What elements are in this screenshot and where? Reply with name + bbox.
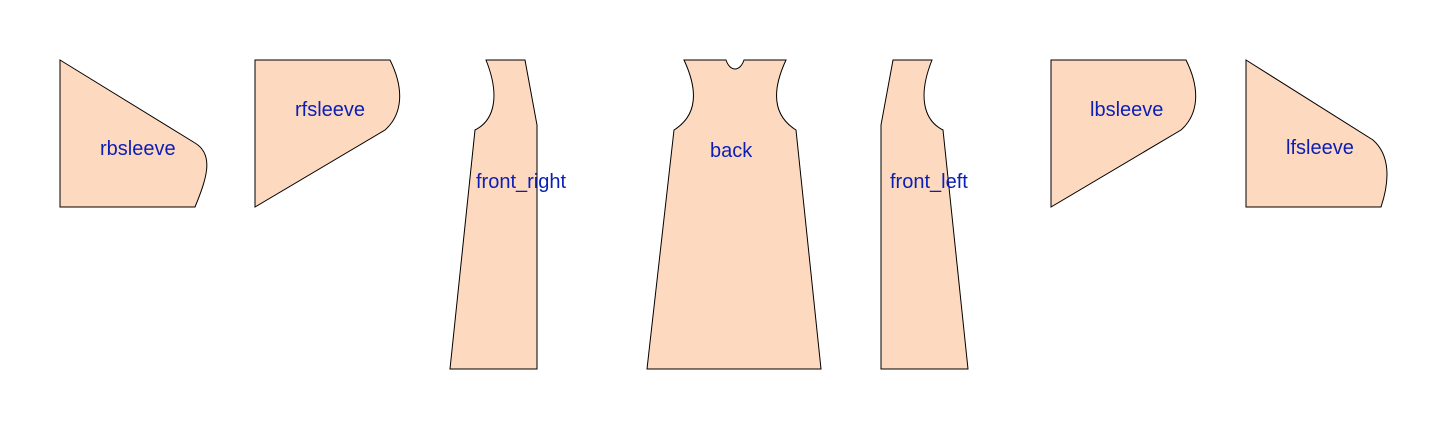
piece-lbsleeve-label: lbsleeve xyxy=(1090,99,1163,121)
piece-back-label: back xyxy=(710,140,753,162)
piece-lfsleeve[interactable]: lfsleeve xyxy=(1245,59,1388,208)
piece-lbsleeve-shape xyxy=(1050,59,1197,208)
piece-rbsleeve[interactable]: rbsleeve xyxy=(59,59,208,208)
piece-rfsleeve-shape xyxy=(254,59,401,208)
piece-rbsleeve-shape xyxy=(59,59,208,208)
piece-rbsleeve-label: rbsleeve xyxy=(100,138,176,160)
piece-front-right-label: front_right xyxy=(476,171,566,193)
piece-front-right-shape xyxy=(449,59,538,370)
piece-back[interactable]: back xyxy=(646,59,822,370)
piece-lfsleeve-shape xyxy=(1245,59,1388,208)
piece-lbsleeve[interactable]: lbsleeve xyxy=(1050,59,1197,208)
piece-front-left[interactable]: front_left xyxy=(880,59,969,370)
piece-front-right[interactable]: front_right xyxy=(449,59,566,370)
piece-front-left-shape xyxy=(880,59,969,370)
piece-rfsleeve[interactable]: rfsleeve xyxy=(254,59,401,208)
piece-back-shape xyxy=(646,59,822,370)
piece-lfsleeve-label: lfsleeve xyxy=(1286,137,1354,159)
piece-rfsleeve-label: rfsleeve xyxy=(295,99,365,121)
piece-front-left-label: front_left xyxy=(890,171,968,193)
